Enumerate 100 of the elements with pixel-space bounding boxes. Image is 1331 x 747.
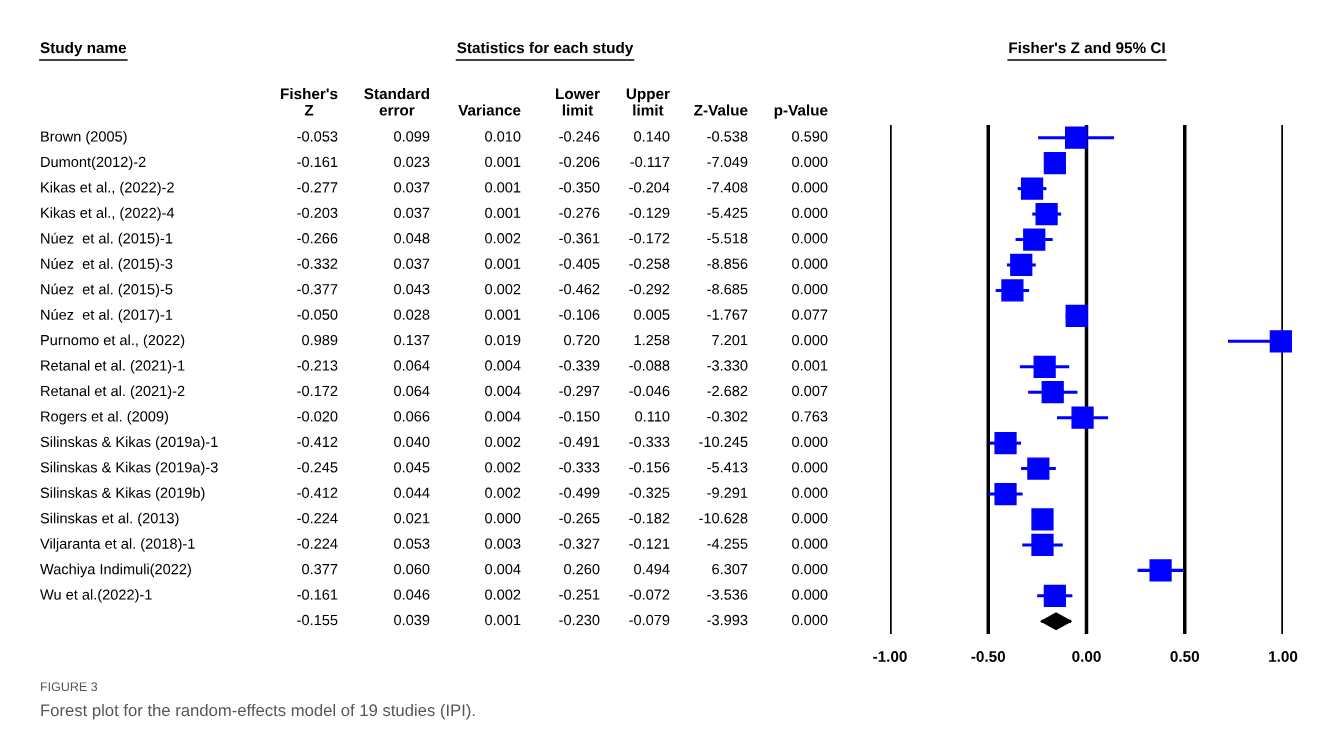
text: 0.043 <box>394 284 430 295</box>
text: 0.005 <box>634 309 670 320</box>
text: 0.037 <box>394 182 430 193</box>
category-label: Núez et al. (2015)-1 <box>41 232 173 247</box>
text: -0.325 <box>629 487 670 498</box>
text: 0.046 <box>394 589 430 600</box>
text: -7.049 <box>707 156 748 168</box>
text: -0.203 <box>297 207 338 218</box>
category-label: Dumont(2012)-2 <box>41 156 146 170</box>
text: 0.053 <box>394 538 430 549</box>
text: -0.292 <box>629 284 670 295</box>
text: 0.021 <box>394 513 430 524</box>
text: 0.044 <box>394 487 430 498</box>
text: -0.302 <box>707 411 748 422</box>
text: 0.004 <box>485 411 521 422</box>
text: -0.079 <box>629 614 670 626</box>
text: 0.002 <box>485 487 521 498</box>
text: 0.002 <box>485 462 521 473</box>
text: -0.053 <box>297 131 338 142</box>
text: 0.260 <box>564 563 600 575</box>
text: -0.106 <box>559 309 600 320</box>
category-label: Wachiya Indimuli(2022) <box>40 563 191 578</box>
text: -0.339 <box>559 360 600 371</box>
text: 6.307 <box>712 563 748 575</box>
text: 0.989 <box>302 334 338 346</box>
text: -0.072 <box>629 589 670 600</box>
text: 0.028 <box>394 309 430 320</box>
text: -0.405 <box>559 258 600 269</box>
text: -0.499 <box>559 487 600 498</box>
text: -0.117 <box>630 156 670 168</box>
x-tick-label: -1.00 <box>873 651 907 662</box>
x-tick-label: 0.00 <box>1072 651 1101 662</box>
text: -0.350 <box>559 182 600 193</box>
category-label: Núez et al. (2015)-5 <box>41 283 173 298</box>
text: -2.682 <box>707 385 748 397</box>
text: 0.000 <box>792 538 828 549</box>
text: -0.050 <box>297 309 338 320</box>
category-label: Silinskas & Kikas (2019a)-3 <box>40 461 218 476</box>
text: 0.004 <box>485 563 521 575</box>
text: -0.224 <box>297 538 338 549</box>
text: -0.266 <box>297 233 338 244</box>
text: 0.003 <box>485 538 521 549</box>
category-label: Silinskas & Kikas (2019a)-1 <box>40 436 218 450</box>
text: -0.161 <box>297 156 338 168</box>
category-label: p-Value <box>774 104 828 119</box>
category-label: Wu et al.(2022)-1 <box>40 589 152 603</box>
category-label: Variance <box>458 104 521 116</box>
text: 0.140 <box>634 131 670 142</box>
text: 0.037 <box>394 258 430 269</box>
category-label: Retanal et al. (2021)-2 <box>41 385 185 400</box>
category-label: Silinskas & Kikas (2019b) <box>40 487 205 501</box>
category-label: Núez et al. (2015)-3 <box>41 258 173 272</box>
text: 0.060 <box>394 563 430 575</box>
category-label: Silinskas et al. (2013) <box>40 512 179 527</box>
text: -8.856 <box>707 258 748 269</box>
text: -0.121 <box>629 538 670 549</box>
text: 0.494 <box>634 563 670 575</box>
text: 0.000 <box>792 487 828 498</box>
text: 0.077 <box>792 309 828 320</box>
chart-title: Fisher's Z and 95% CI <box>1009 41 1165 54</box>
text: -0.491 <box>559 436 600 448</box>
category-label: Standard error <box>364 87 429 116</box>
text: 0.004 <box>485 360 521 371</box>
text: 0.001 <box>485 182 521 193</box>
x-tick-label: -0.50 <box>971 651 1006 662</box>
text: Forest plot for the random-effects model of 19 studies (IPI). <box>41 703 475 720</box>
text: -10.628 <box>699 513 748 524</box>
text: -4.255 <box>707 538 748 549</box>
text: 0.000 <box>792 614 828 626</box>
text: 0.000 <box>485 513 521 524</box>
category-label: Núez et al. (2017)-1 <box>41 308 173 323</box>
text: 1.258 <box>634 334 670 346</box>
text: 0.001 <box>485 156 521 168</box>
text: 0.000 <box>792 563 828 575</box>
text: 0.045 <box>394 462 430 473</box>
text: 0.000 <box>792 207 828 218</box>
text: 0.001 <box>485 614 521 626</box>
text: -0.161 <box>297 589 338 600</box>
text: -0.224 <box>297 513 338 524</box>
text: -5.425 <box>707 207 748 218</box>
text: -9.291 <box>707 487 748 498</box>
text: -0.246 <box>559 131 600 142</box>
category-label: Lower limit <box>556 88 600 116</box>
text: 0.001 <box>485 258 521 269</box>
text: -0.277 <box>297 182 338 193</box>
text: 0.066 <box>394 411 430 422</box>
text: -0.412 <box>297 487 338 498</box>
category-label: Viljaranta et al. (2018)-1 <box>40 538 195 552</box>
text: -0.182 <box>629 513 670 524</box>
text: 0.048 <box>394 233 430 244</box>
text: 0.002 <box>485 233 521 244</box>
text: 0.039 <box>394 614 430 626</box>
text: -10.245 <box>699 436 748 448</box>
text: -0.204 <box>629 182 670 193</box>
text: 0.000 <box>792 258 828 269</box>
category-label: Kikas et al., (2022)-2 <box>41 181 174 196</box>
text: 0.064 <box>394 360 430 371</box>
text: -8.685 <box>707 284 748 295</box>
text: -0.172 <box>629 233 670 244</box>
text: -0.155 <box>297 614 338 626</box>
